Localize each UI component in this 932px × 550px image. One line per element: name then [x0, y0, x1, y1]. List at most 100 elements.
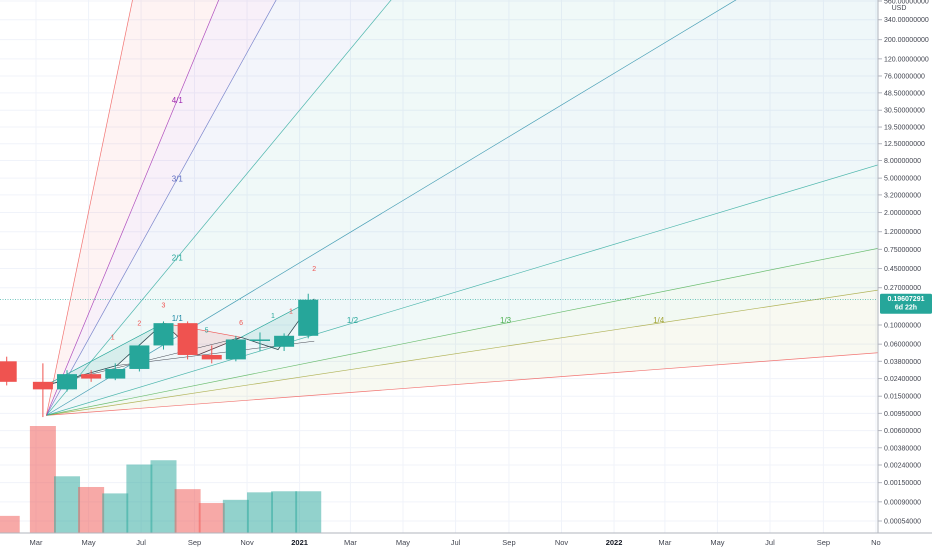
- volume-bar: [198, 503, 225, 533]
- time-tick-label: Sep: [817, 538, 830, 547]
- grid: [0, 0, 878, 533]
- candle-body: [57, 374, 78, 390]
- volume-bar: [54, 476, 81, 533]
- candle-body: [32, 381, 53, 390]
- price-tick-label: 0.01500000: [884, 394, 921, 401]
- volume-bar: [102, 493, 129, 533]
- currency-label: USD: [892, 5, 907, 12]
- last-price-badge: 0.19607291 6d 22h: [880, 293, 932, 314]
- volume-bar: [271, 491, 298, 533]
- price-tick-label: 0.75000000: [884, 247, 921, 254]
- price-tick-label: 5.00000000: [884, 176, 921, 183]
- price-tick-label: 0.02400000: [884, 376, 921, 383]
- time-tick-label: May: [396, 538, 410, 547]
- price-tick-label: 340.00000000: [884, 17, 929, 24]
- candle-body: [225, 339, 246, 360]
- wave-label: 1: [271, 313, 275, 320]
- candle-body: [201, 354, 222, 360]
- volume-bar: [126, 464, 153, 533]
- gann-fan-line: [46, 289, 878, 416]
- time-tick-label: 2022: [606, 538, 623, 547]
- time-tick-label: May: [710, 538, 724, 547]
- price-tick-label: 2.00000000: [884, 210, 921, 217]
- gann-fan-line: [46, 248, 878, 416]
- price-tick-label: 48.50000000: [884, 90, 925, 97]
- price-tick-label: 120.00000000: [884, 56, 929, 63]
- time-tick-label: Jul: [451, 538, 461, 547]
- price-tick-label: 0.00380000: [884, 445, 921, 452]
- volume-bar: [29, 426, 56, 533]
- time-tick-label: Jul: [765, 538, 775, 547]
- price-tick-label: 19.50000000: [884, 125, 925, 132]
- gann-fan-lines: [45, 0, 878, 416]
- gann-fan-label: 4/1: [172, 96, 184, 105]
- time-tick-label: 2021: [291, 538, 308, 547]
- time-tick-label: Sep: [188, 538, 201, 547]
- candle-body: [81, 374, 102, 379]
- price-tick-label: 0.45000000: [884, 266, 921, 273]
- time-tick-label: Nov: [555, 538, 569, 547]
- price-tick-label: 200.00000000: [884, 37, 929, 44]
- wave-label: 1: [289, 309, 293, 316]
- time-tick-label: Mar: [658, 538, 671, 547]
- volume-bar: [222, 499, 249, 533]
- volume-bar: [174, 489, 201, 533]
- time-tick-label: No: [871, 538, 881, 547]
- gann-fan-line: [46, 0, 392, 416]
- volume-bars: [0, 426, 322, 533]
- volume-bar: [295, 491, 322, 533]
- volume-bar: [0, 515, 20, 533]
- gann-fan-label: 2/1: [172, 254, 184, 263]
- candle-body: [249, 339, 270, 341]
- volume-bar: [78, 486, 105, 533]
- price-tick-label: 8.00000000: [884, 158, 921, 165]
- wave-label: 5: [205, 327, 209, 334]
- last-price-badge-bg: [880, 293, 932, 314]
- time-axis[interactable]: Mar May Jul Sep Nov 2021 Mar May Jul Sep Nov 2022 Ma…: [30, 538, 881, 547]
- volume-bar: [246, 492, 273, 533]
- gann-fan-label: 1/3: [500, 316, 512, 325]
- time-tick-label: Mar: [30, 538, 43, 547]
- price-tick-label: 0.00600000: [884, 428, 921, 435]
- gann-fan-label: 3/1: [172, 175, 184, 184]
- price-tick-label: 0.10000000: [884, 322, 921, 329]
- price-tick-label: 0.00240000: [884, 463, 921, 470]
- price-tick-label: 0.27000000: [884, 285, 921, 292]
- price-tick-label: 0.06000000: [884, 342, 921, 349]
- price-tick-label: 3.20000000: [884, 192, 921, 199]
- gann-fan-line: [46, 0, 737, 416]
- price-tick-label: 0.00090000: [884, 499, 921, 506]
- last-price-label: 0.19607291: [888, 296, 925, 303]
- candle-body: [153, 323, 174, 346]
- wave-label: 2: [312, 266, 316, 273]
- price-tick-label: 30.50000000: [884, 108, 925, 115]
- candle-body: [177, 323, 198, 355]
- gann-fan-line: [46, 164, 878, 416]
- time-tick-label: May: [81, 538, 95, 547]
- wave-label: 1: [111, 334, 115, 341]
- candle-body: [129, 345, 150, 369]
- candles: [0, 293, 319, 418]
- time-tick-label: Nov: [240, 538, 254, 547]
- gann-fan-label: 1/1: [172, 314, 184, 323]
- time-tick-label: Mar: [344, 538, 357, 547]
- volume-bar: [150, 460, 177, 533]
- price-tick-label: 12.50000000: [884, 141, 925, 148]
- wave-label: 3: [162, 302, 166, 309]
- price-tick-label: 0.00950000: [884, 411, 921, 418]
- bar-countdown-label: 6d 22h: [895, 305, 917, 312]
- time-tick-label: Jul: [136, 538, 146, 547]
- time-tick-label: Sep: [502, 538, 515, 547]
- price-tick-label: 0.03800000: [884, 359, 921, 366]
- gann-fan-line: [46, 352, 878, 416]
- price-tick-label: 560.00000000: [884, 0, 929, 6]
- gann-fan-label: 1/2: [347, 316, 359, 325]
- wave-label: 2: [137, 321, 141, 328]
- price-tick-label: 0.00054000: [884, 519, 921, 526]
- wave-label: 6: [239, 320, 243, 327]
- price-axis[interactable]: 560.00000000 340.00000000 200.00000000 120.…: [878, 0, 929, 526]
- gann-fan-zone: [46, 0, 878, 416]
